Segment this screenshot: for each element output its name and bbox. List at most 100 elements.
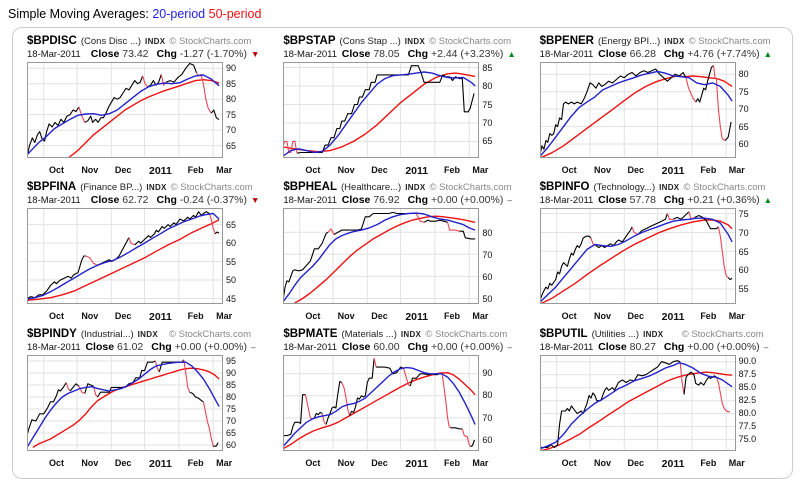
plot[interactable] (26, 208, 223, 309)
close-label: Close (341, 48, 371, 60)
x-tick-label: Nov (593, 457, 611, 468)
chart-symbol[interactable]: $BPENER (539, 35, 594, 47)
chg-value: +0.00 (+0.00%) (430, 340, 504, 353)
chart-copyright: © StockCharts.com (429, 182, 512, 194)
chg-label: Chg (156, 194, 177, 207)
plot-svg (282, 208, 480, 305)
chart-symbol[interactable]: $BPHEAL (283, 181, 338, 194)
chg-direction-icon: – (763, 341, 769, 352)
x-tick-label: Feb (443, 457, 460, 468)
chg-direction-icon: ▲ (763, 195, 773, 206)
chart-exchange: INDX (145, 37, 166, 46)
chart-date: 18-Mar-2011 (539, 49, 594, 60)
chart-header: $BPENER (Energy BPI...) INDX © StockChar… (540, 35, 772, 47)
chart-symbol[interactable]: $BPSTAP (283, 35, 336, 47)
y-axis: 90.0 87.5 85.0 82.5 80.0 77.5 75.0 (736, 355, 768, 451)
chart-symbol[interactable]: $BPUTIL (539, 327, 588, 340)
chart-cell[interactable]: $BPFINA (Finance BP...) INDX © StockChar… (21, 179, 277, 325)
chart-cell[interactable]: $BPENER (Energy BPI...) INDX © StockChar… (534, 33, 790, 179)
chart-name: (Utilities ...) (591, 328, 640, 340)
x-tick-label: 2011 (149, 165, 172, 177)
x-tick-label: Dec (627, 311, 645, 322)
x-tick-label: Nov (337, 311, 355, 322)
chart-subheader: 18-Mar-2011 Close 62.72 Chg -0.24 (-0.37… (27, 194, 261, 206)
x-tick-label: Dec (371, 165, 388, 175)
plot[interactable] (282, 62, 480, 163)
y-tick-label: 77.5 (738, 421, 757, 432)
chg-direction-icon: ▲ (507, 49, 516, 59)
x-tick-label: Nov (593, 311, 611, 322)
y-axis: 90 80 70 60 (479, 355, 511, 451)
y-tick-label: 75 (738, 86, 749, 97)
x-axis: Oct Nov Dec 2011 Feb Mar (283, 310, 503, 323)
chart-exchange: INDX (405, 183, 426, 193)
y-tick-label: 65 (226, 427, 237, 438)
y-tick-label: 87.5 (738, 369, 757, 380)
chart-name: (Cons Stap ...) (339, 36, 401, 47)
y-tick-label: 80 (482, 81, 493, 91)
chart-date: 18-Mar-2011 (27, 195, 81, 207)
chg-label: Chg (156, 48, 177, 60)
chart-cell[interactable]: $BPHEAL (Healthcare...) INDX © StockChar… (277, 179, 533, 325)
chart-header: $BPFINA (Finance BP...) INDX © StockChar… (27, 181, 259, 193)
page-title: Simple Moving Averages: 20-period 50-per… (0, 0, 800, 21)
y-tick-label: 95 (226, 355, 237, 366)
chart-symbol[interactable]: $BPDISC (27, 35, 77, 47)
chart-name: (Cons Disc ...) (80, 36, 142, 47)
chart-header: $BPUTIL (Utilities ...) INDX © StockChar… (540, 328, 772, 340)
close-label: Close (598, 194, 627, 207)
chg-label: Chg (663, 194, 685, 207)
x-tick-label: Dec (627, 165, 645, 175)
chart-subheader: 18-Mar-2011 Close 78.05 Chg +2.44 (+3.23… (283, 48, 517, 60)
x-tick-label: 2011 (661, 165, 685, 177)
chg-direction-icon: ▲ (763, 49, 773, 59)
chg-value: +0.00 (+0.00%) (430, 194, 504, 207)
plot[interactable] (282, 354, 480, 456)
plot-row: 95 90 85 80 75 70 65 60 (26, 354, 277, 456)
plot[interactable] (539, 208, 736, 309)
chart-header: $BPHEAL (Healthcare...) INDX © StockChar… (283, 181, 515, 193)
legend-20-period: 20-period (152, 7, 206, 21)
x-tick-label: Mar (216, 457, 233, 468)
plot[interactable] (282, 208, 480, 309)
x-tick-label: 2011 (149, 311, 172, 324)
chart-cell[interactable]: $BPINDY (Industrial...) INDX © StockChar… (21, 326, 277, 472)
chart-cell[interactable]: $BPDISC (Cons Disc ...) INDX © StockChar… (21, 33, 277, 179)
chart-subheader: 18-Mar-2011 Close 73.42 Chg -1.27 (-1.70… (27, 48, 261, 60)
plot[interactable] (539, 62, 736, 163)
close-value: 80.27 (629, 340, 656, 353)
plot[interactable] (539, 354, 736, 456)
plot[interactable] (26, 62, 223, 163)
chart-symbol[interactable]: $BPFINA (27, 181, 77, 194)
x-tick-label: Dec (371, 457, 388, 468)
chart-subheader: 18-Mar-2011 Close 76.92 Chg +0.00 (+0.00… (283, 194, 517, 206)
chart-symbol[interactable]: $BPINDY (27, 327, 77, 340)
x-axis: Oct Nov Dec 2011 Feb Mar (283, 457, 503, 470)
close-label: Close (90, 48, 120, 60)
chart-cell[interactable]: $BPUTIL (Utilities ...) INDX © StockChar… (534, 326, 790, 472)
chg-label: Chg (407, 48, 429, 60)
chart-header: $BPINDY (Industrial...) INDX © StockChar… (27, 328, 259, 340)
chg-label: Chg (151, 340, 172, 353)
x-axis: Oct Nov Dec 2011 Feb Mar (27, 164, 247, 177)
chart-symbol[interactable]: $BPMATE (283, 327, 338, 340)
chart-cell[interactable]: $BPMATE (Materials ...) INDX © StockChar… (277, 326, 533, 472)
chart-subheader: 18-Mar-2011 Close 57.78 Chg +0.21 (+0.36… (540, 194, 774, 206)
y-tick-label: 75 (738, 208, 749, 219)
chart-symbol[interactable]: $BPINFO (539, 181, 590, 194)
close-label: Close (341, 340, 371, 353)
y-axis: 65 60 55 50 45 (223, 208, 255, 304)
close-value: 66.28 (629, 48, 656, 60)
chart-exchange: INDX (664, 37, 685, 46)
plot[interactable] (26, 354, 223, 456)
y-axis: 85 80 75 70 65 (479, 62, 511, 158)
chart-cell[interactable]: $BPSTAP (Cons Stap ...) INDX © StockChar… (277, 33, 533, 179)
x-tick-label: Nov (593, 165, 611, 175)
chg-value: +4.76 (+7.74%) (687, 48, 760, 60)
x-tick-label: Oct (561, 311, 577, 322)
y-tick-label: 65 (226, 219, 237, 230)
chart-name: (Healthcare...) (341, 182, 402, 194)
y-tick-label: 75 (226, 109, 237, 120)
charts-grid: $BPDISC (Cons Disc ...) INDX © StockChar… (21, 33, 790, 472)
chart-cell[interactable]: $BPINFO (Technology...) INDX © StockChar… (534, 179, 790, 325)
